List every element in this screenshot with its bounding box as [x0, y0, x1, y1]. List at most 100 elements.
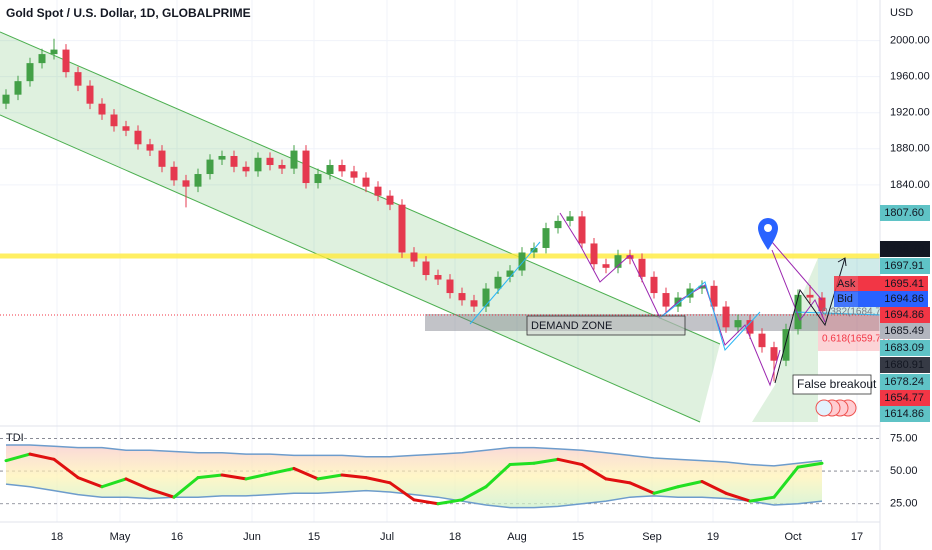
candle-body — [50, 49, 58, 55]
candle-body — [98, 103, 106, 115]
price-label: 1654.77 — [884, 392, 924, 404]
y-tick-label: 2000.00 — [890, 34, 930, 46]
indicator-line — [628, 481, 656, 495]
candle-body — [614, 255, 622, 268]
candle-body — [338, 165, 346, 172]
candle-body — [554, 220, 562, 229]
grid — [0, 0, 880, 522]
price-label: 1685.49 — [884, 325, 924, 337]
price-label: 1807.60 — [884, 207, 924, 219]
indicator-line — [52, 457, 80, 480]
candle-body — [26, 63, 34, 82]
candle-body — [626, 255, 634, 259]
candle-body — [290, 150, 298, 169]
arrow-head — [837, 257, 847, 267]
price-box — [880, 258, 930, 274]
price-box — [880, 406, 930, 422]
indicator-line — [76, 476, 104, 489]
price-box — [880, 340, 930, 356]
candle-body — [170, 166, 178, 181]
candle-body — [410, 252, 418, 262]
indicator-line — [484, 463, 512, 489]
candle-body — [2, 94, 10, 104]
indicator-line — [172, 476, 200, 499]
band-lower — [5, 483, 823, 509]
indicator-line — [220, 473, 248, 481]
indicator-line — [364, 476, 392, 485]
x-tick-label: 19 — [707, 531, 719, 543]
candle-body — [590, 243, 598, 265]
indicator-line — [604, 477, 632, 485]
x-tick-label: Jul — [380, 531, 394, 543]
chart-title: Gold Spot / U.S. Dollar, 1D, GLOBALPRIME — [6, 6, 251, 20]
candle-body — [326, 165, 334, 175]
pin-dot — [764, 224, 772, 232]
trend-line — [794, 311, 881, 316]
indicator-line — [268, 466, 296, 476]
candle-body — [446, 279, 454, 294]
label-box — [526, 315, 686, 336]
fib-label: 0.618(1659.71) — [822, 334, 890, 345]
currency-label: USD — [890, 7, 913, 19]
candle-body — [746, 320, 754, 334]
candle-body — [662, 293, 670, 307]
candle-body — [122, 126, 130, 131]
channel-bottom — [0, 114, 701, 423]
y-tick-label: 1880.00 — [890, 143, 930, 155]
false-breakout-label: False breakout — [797, 377, 877, 391]
candle-body — [506, 270, 514, 277]
candle-body — [458, 293, 466, 301]
indicator-tick-label: 75.00 — [890, 432, 918, 444]
x-tick-label: Aug — [507, 531, 527, 543]
price-label: 1697.91 — [884, 260, 924, 272]
candle-body — [86, 85, 94, 104]
indicator-tick-label: 50.00 — [890, 465, 918, 477]
price-label: 1694.86 — [884, 309, 924, 321]
candle-body — [398, 204, 406, 253]
candle-body — [242, 166, 250, 172]
candle-body — [686, 288, 694, 298]
y-tick-label: 1920.00 — [890, 107, 930, 119]
stop-zone — [818, 315, 880, 351]
candle-body — [74, 72, 82, 86]
price-label: 1758.70 — [884, 243, 924, 255]
indicator-line — [100, 477, 128, 489]
indicator-line — [148, 487, 176, 499]
indicator-line — [772, 465, 800, 499]
price-box — [880, 307, 930, 323]
indicator-line — [124, 477, 152, 491]
projection — [771, 241, 823, 301]
indicator-line — [580, 463, 608, 481]
indicator-line — [676, 480, 704, 489]
indicator-line — [556, 457, 584, 467]
indicator-line — [748, 495, 776, 503]
price-box — [880, 205, 930, 221]
price-label: 1680.91 — [884, 359, 924, 371]
candle-body — [542, 228, 550, 248]
indicator-line — [292, 466, 320, 481]
candle-body — [158, 150, 166, 167]
candle-body — [470, 300, 478, 307]
price-box — [880, 357, 930, 373]
price-box — [880, 374, 930, 390]
candle-body — [518, 252, 526, 271]
indicator-line — [340, 473, 368, 480]
candle-body — [14, 81, 22, 95]
candle-body — [206, 159, 214, 175]
candle-body — [374, 186, 382, 196]
candle-body — [278, 165, 286, 169]
candle-body — [710, 285, 718, 307]
zigzag — [559, 212, 781, 387]
y-tick-label: 1840.00 — [890, 179, 930, 191]
label-box — [792, 374, 872, 395]
indicator-line — [196, 473, 224, 480]
indicator-line — [4, 452, 32, 463]
candle-body — [566, 216, 574, 221]
candle-body — [818, 297, 826, 312]
candle-body — [134, 130, 142, 145]
indicator-line — [436, 498, 464, 506]
candle-body — [434, 275, 442, 280]
price-label: 1695.41 — [884, 278, 924, 290]
event-icon — [815, 399, 833, 417]
